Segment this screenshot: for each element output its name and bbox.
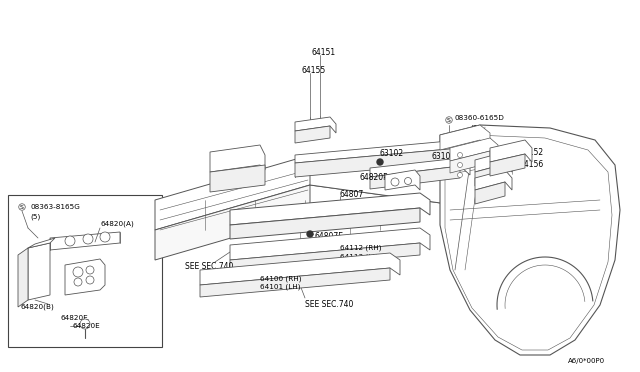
- Polygon shape: [450, 138, 498, 161]
- Polygon shape: [28, 243, 50, 300]
- Circle shape: [73, 267, 83, 277]
- Text: 64100 (RH): 64100 (RH): [260, 275, 301, 282]
- Text: S: S: [447, 118, 451, 122]
- Circle shape: [458, 173, 463, 177]
- Polygon shape: [210, 145, 265, 172]
- Text: 64151: 64151: [312, 48, 336, 57]
- Polygon shape: [18, 248, 28, 307]
- Text: SEE SEC.740: SEE SEC.740: [305, 300, 353, 309]
- Polygon shape: [490, 140, 532, 162]
- Bar: [8, 195, 162, 347]
- Text: 64820E: 64820E: [72, 323, 100, 329]
- Circle shape: [404, 177, 412, 185]
- Circle shape: [80, 319, 90, 329]
- Text: 64820E: 64820E: [60, 315, 88, 321]
- Text: 64152: 64152: [520, 148, 544, 157]
- Polygon shape: [230, 243, 420, 272]
- Text: 63102: 63102: [380, 149, 404, 158]
- Text: 64807E: 64807E: [315, 232, 344, 241]
- Polygon shape: [230, 228, 430, 260]
- Text: 08363-8165G: 08363-8165G: [30, 204, 80, 210]
- Circle shape: [74, 278, 82, 286]
- Polygon shape: [475, 152, 512, 172]
- Polygon shape: [385, 170, 420, 190]
- Polygon shape: [445, 135, 612, 350]
- Circle shape: [83, 234, 93, 244]
- Polygon shape: [295, 140, 468, 163]
- Text: SEE SEC.740: SEE SEC.740: [185, 262, 234, 271]
- Polygon shape: [370, 158, 470, 177]
- Polygon shape: [370, 166, 460, 189]
- Text: A6/0*00P0: A6/0*00P0: [568, 358, 605, 364]
- Polygon shape: [490, 154, 525, 176]
- Polygon shape: [200, 268, 390, 297]
- Circle shape: [458, 163, 463, 167]
- Text: 64807: 64807: [340, 190, 364, 199]
- Circle shape: [458, 153, 463, 157]
- Text: 64101 (LH): 64101 (LH): [260, 284, 301, 291]
- Polygon shape: [230, 193, 430, 225]
- Polygon shape: [475, 182, 505, 204]
- Circle shape: [86, 266, 94, 274]
- Text: 64820(B): 64820(B): [20, 304, 54, 311]
- Text: 63103: 63103: [432, 152, 456, 161]
- Text: 64820(A): 64820(A): [100, 220, 134, 227]
- Text: 64112 (RH): 64112 (RH): [340, 244, 381, 250]
- Polygon shape: [295, 117, 336, 133]
- Polygon shape: [210, 165, 265, 192]
- Polygon shape: [200, 253, 400, 285]
- Text: 64113 (LH): 64113 (LH): [340, 253, 381, 260]
- Polygon shape: [475, 164, 505, 186]
- Circle shape: [307, 231, 313, 237]
- Polygon shape: [155, 185, 310, 260]
- Polygon shape: [28, 238, 55, 248]
- Polygon shape: [230, 208, 420, 239]
- Polygon shape: [475, 170, 512, 190]
- Circle shape: [65, 236, 75, 246]
- Circle shape: [391, 178, 399, 186]
- Circle shape: [377, 159, 383, 165]
- Polygon shape: [155, 155, 455, 230]
- Text: 08360-6165D: 08360-6165D: [455, 115, 505, 121]
- Text: (5): (5): [30, 213, 40, 219]
- Text: 64155: 64155: [302, 66, 326, 75]
- Circle shape: [86, 276, 94, 284]
- Polygon shape: [450, 151, 490, 173]
- Polygon shape: [440, 125, 490, 150]
- Polygon shape: [295, 126, 330, 143]
- Text: 64820P: 64820P: [360, 173, 388, 182]
- Text: (2): (2): [470, 124, 480, 131]
- Polygon shape: [65, 259, 105, 295]
- Polygon shape: [310, 155, 455, 205]
- Polygon shape: [295, 148, 460, 177]
- Text: 64156: 64156: [520, 160, 544, 169]
- Polygon shape: [50, 232, 120, 250]
- Circle shape: [100, 232, 110, 242]
- Polygon shape: [440, 125, 620, 355]
- Text: S: S: [20, 205, 24, 209]
